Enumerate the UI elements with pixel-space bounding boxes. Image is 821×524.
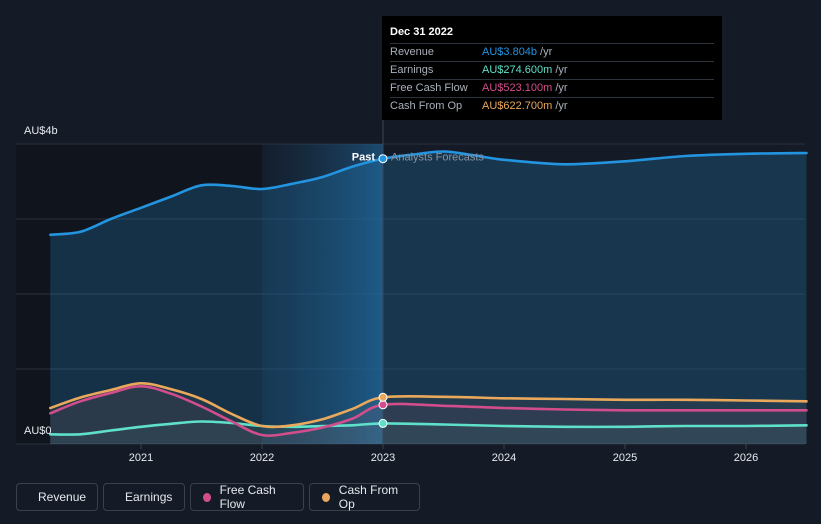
forecast-label: Analysts Forecasts xyxy=(391,152,484,164)
legend-label: Earnings xyxy=(125,490,173,504)
tooltip-row: Cash From Op AU$622.700m /yr xyxy=(390,97,714,115)
tooltip-row-name: Cash From Op xyxy=(390,100,463,112)
cash-from-op-area xyxy=(50,383,807,444)
x-tick-label: 2026 xyxy=(733,452,759,464)
tooltip-row-name: Revenue xyxy=(390,46,435,58)
tooltip-row-value: AU$3.804b xyxy=(482,46,538,58)
legend-dot-icon xyxy=(322,492,330,502)
tooltip-row: Earnings AU$274.600m /yr xyxy=(390,61,714,79)
free-cash-flow-line xyxy=(49,384,808,437)
y-axis-bottom-label: AU$0 xyxy=(24,425,52,437)
legend-item-free-cash-flow[interactable]: Free Cash Flow xyxy=(190,483,304,511)
y-axis-top-label: AU$4b xyxy=(24,125,58,137)
tooltip-row: Free Cash Flow AU$523.100m /yr xyxy=(390,79,714,97)
cash-from-op-line xyxy=(49,381,808,429)
legend-item-earnings[interactable]: Earnings xyxy=(103,483,185,511)
x-tick-label: 2021 xyxy=(128,452,154,464)
tooltip-row-value: AU$274.600m xyxy=(482,64,553,76)
tooltip-date: Dec 31 2022 xyxy=(390,26,453,38)
tooltip-row: Revenue AU$3.804b /yr xyxy=(390,43,714,61)
tooltip-row-name: Free Cash Flow xyxy=(390,82,468,94)
x-tick-label: 2025 xyxy=(612,452,638,464)
revenue-area xyxy=(50,151,807,444)
cash-from-op-point xyxy=(378,392,388,402)
x-tick-label: 2024 xyxy=(491,452,517,464)
tooltip-row-unit: /yr xyxy=(555,64,568,76)
legend-item-revenue[interactable]: Revenue xyxy=(16,483,98,511)
tooltip-row-value: AU$622.700m xyxy=(482,100,553,112)
past-label: Past xyxy=(352,152,376,164)
earnings-line xyxy=(49,420,808,436)
revenue-point xyxy=(378,154,388,164)
tooltip-row-unit: /yr xyxy=(555,82,568,94)
legend-label: Free Cash Flow xyxy=(219,483,276,511)
tooltip-row-unit: /yr xyxy=(555,100,568,112)
free-cash-flow-point xyxy=(378,400,388,410)
highlight-band xyxy=(262,144,383,444)
legend-label: Revenue xyxy=(38,490,87,504)
tooltip-row-unit: /yr xyxy=(540,46,553,58)
earnings-point xyxy=(378,418,388,428)
legend-dot-icon xyxy=(203,492,211,502)
data-tooltip: Dec 31 2022 Revenue AU$3.804b /yr Earnin… xyxy=(382,16,722,120)
legend-label: Cash From Op xyxy=(338,483,399,511)
revenue-line xyxy=(49,150,808,237)
tooltip-row-name: Earnings xyxy=(390,64,434,76)
tooltip-row-value: AU$523.100m xyxy=(482,82,553,94)
legend-item-cash-from-op[interactable]: Cash From Op xyxy=(309,483,420,511)
x-tick-label: 2023 xyxy=(370,452,396,464)
x-tick-label: 2022 xyxy=(249,452,275,464)
free-cash-flow-area xyxy=(50,386,807,444)
